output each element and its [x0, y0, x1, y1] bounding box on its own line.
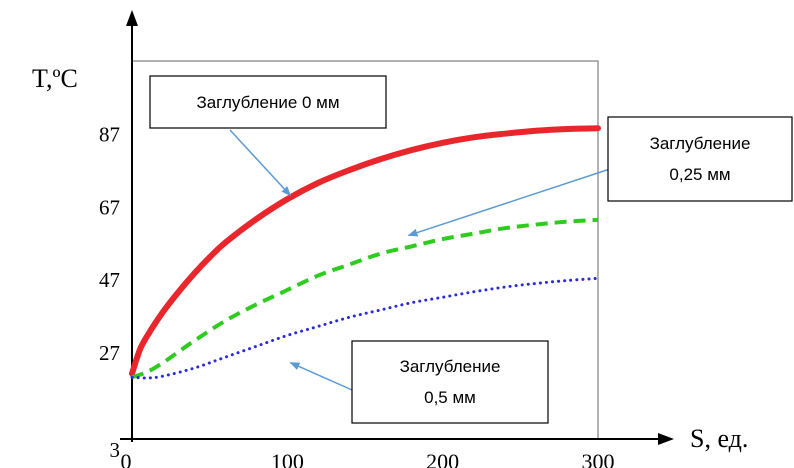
y-tick-label: 67: [99, 195, 120, 219]
x-axis-label: S, ед.: [690, 424, 748, 453]
series-layer: [129, 125, 601, 380]
series-line-depth-0mm: [129, 125, 601, 377]
annotation-arrow: [407, 164, 623, 237]
annotation-text: Заглубление: [400, 357, 501, 376]
annotation-callout-025mm: Заглубление 0,25 мм: [607, 116, 793, 202]
x-tick-label: 200: [426, 449, 459, 468]
y-axis-arrow: [126, 10, 138, 26]
y-tick-label: 87: [99, 123, 120, 147]
x-tick-label: 300: [582, 449, 615, 468]
y-tick-label: 27: [99, 341, 120, 365]
y-tick-label: 47: [99, 268, 120, 292]
y-axis-label: T,ºC: [32, 64, 78, 93]
series-line-depth-025mm: [131, 217, 599, 380]
annotation-arrows: [229, 129, 623, 391]
y-tick-labels: 3 27 47 67 87: [99, 123, 120, 462]
x-tick-label: 0: [121, 449, 132, 468]
annotation-text: 0,25 мм: [669, 165, 730, 184]
annotation-text: 0,5 мм: [424, 388, 476, 407]
annotation-callout-0mm: Заглубление 0 мм: [149, 75, 387, 129]
annotation-arrow: [289, 361, 353, 391]
x-tick-labels: 0 100 200 300: [121, 449, 615, 468]
annotation-callout-05mm: Заглубление 0,5 мм: [351, 340, 549, 424]
annotation-text: Заглубление: [650, 134, 751, 153]
series-line-depth-05mm: [130, 276, 600, 380]
y-tick-label: 3: [110, 438, 121, 462]
x-tick-label: 100: [271, 449, 304, 468]
annotation-arrow: [229, 129, 292, 197]
x-axis-arrow: [658, 433, 674, 445]
annotation-text: Заглубление 0 мм: [196, 93, 339, 112]
